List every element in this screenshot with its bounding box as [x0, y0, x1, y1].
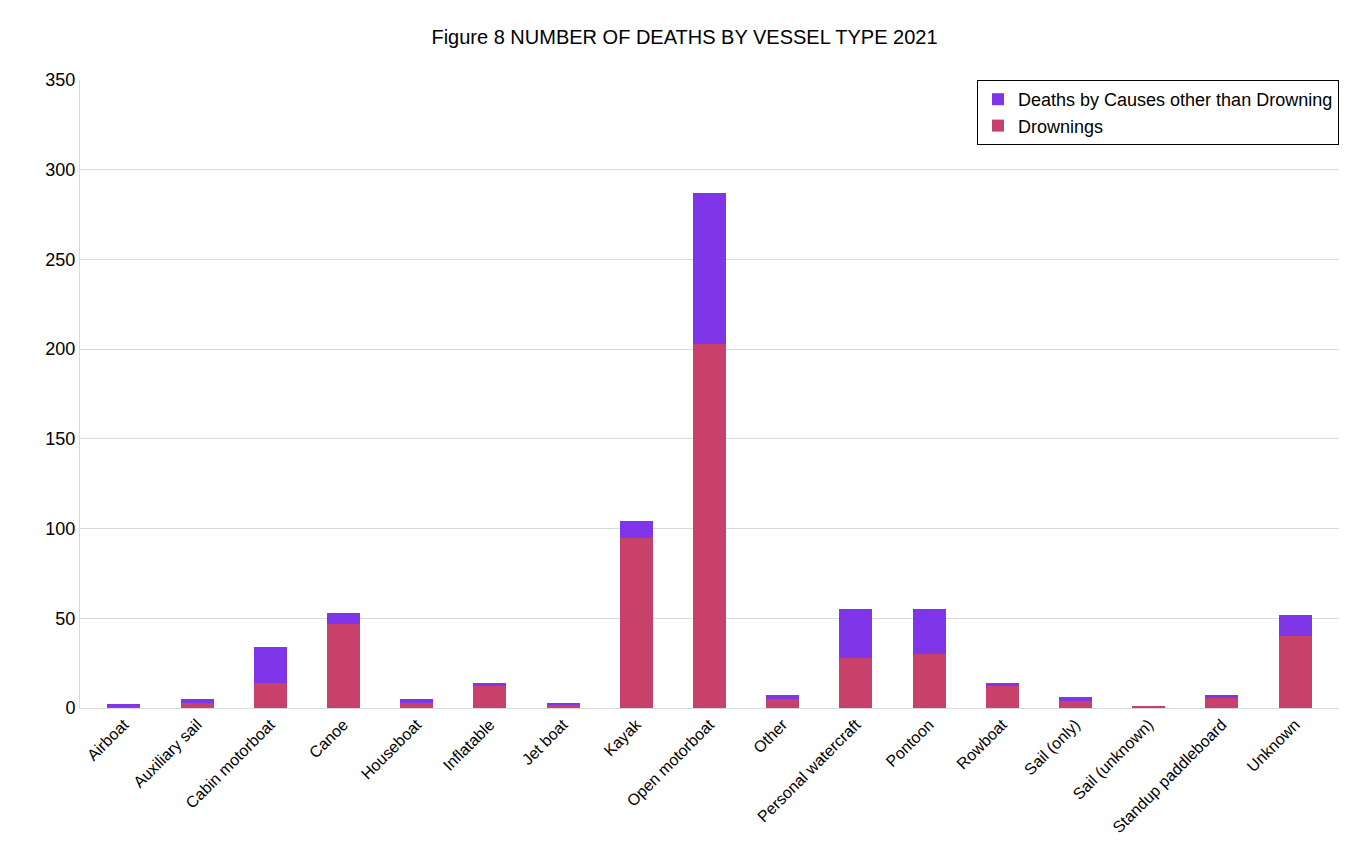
svg-text:Other: Other — [750, 715, 791, 756]
svg-text:100: 100 — [45, 519, 75, 539]
svg-text:Open motorboat: Open motorboat — [623, 716, 717, 810]
svg-text:0: 0 — [65, 698, 75, 718]
svg-text:Houseboat: Houseboat — [358, 716, 425, 783]
svg-text:Personal watercraft: Personal watercraft — [754, 716, 864, 826]
svg-text:200: 200 — [45, 339, 75, 359]
svg-text:Drownings: Drownings — [1018, 117, 1103, 137]
svg-text:250: 250 — [45, 250, 75, 270]
svg-text:Sail (unknown): Sail (unknown) — [1070, 716, 1157, 803]
svg-text:300: 300 — [45, 160, 75, 180]
svg-text:50: 50 — [55, 609, 75, 629]
svg-text:Standup paddleboard: Standup paddleboard — [1109, 716, 1229, 836]
svg-text:Auxiliary sail: Auxiliary sail — [130, 716, 205, 791]
svg-text:Figure 8 NUMBER OF DEATHS BY V: Figure 8 NUMBER OF DEATHS BY VESSEL TYPE… — [431, 26, 937, 48]
svg-text:Cabin motorboat: Cabin motorboat — [182, 716, 278, 812]
svg-text:Jet boat: Jet boat — [519, 716, 572, 769]
svg-text:Deaths by Causes other than Dr: Deaths by Causes other than Drowning — [1018, 90, 1332, 110]
svg-text:150: 150 — [45, 429, 75, 449]
svg-text:Inflatable: Inflatable — [440, 716, 498, 774]
svg-text:Kayak: Kayak — [601, 715, 645, 759]
svg-text:Airboat: Airboat — [84, 716, 132, 764]
svg-text:Rowboat: Rowboat — [953, 716, 1010, 773]
svg-text:Unknown: Unknown — [1244, 716, 1303, 775]
svg-text:Sail (only): Sail (only) — [1021, 716, 1083, 778]
svg-text:Canoe: Canoe — [306, 716, 351, 761]
svg-text:Pontoon: Pontoon — [883, 716, 937, 770]
svg-text:350: 350 — [45, 70, 75, 90]
